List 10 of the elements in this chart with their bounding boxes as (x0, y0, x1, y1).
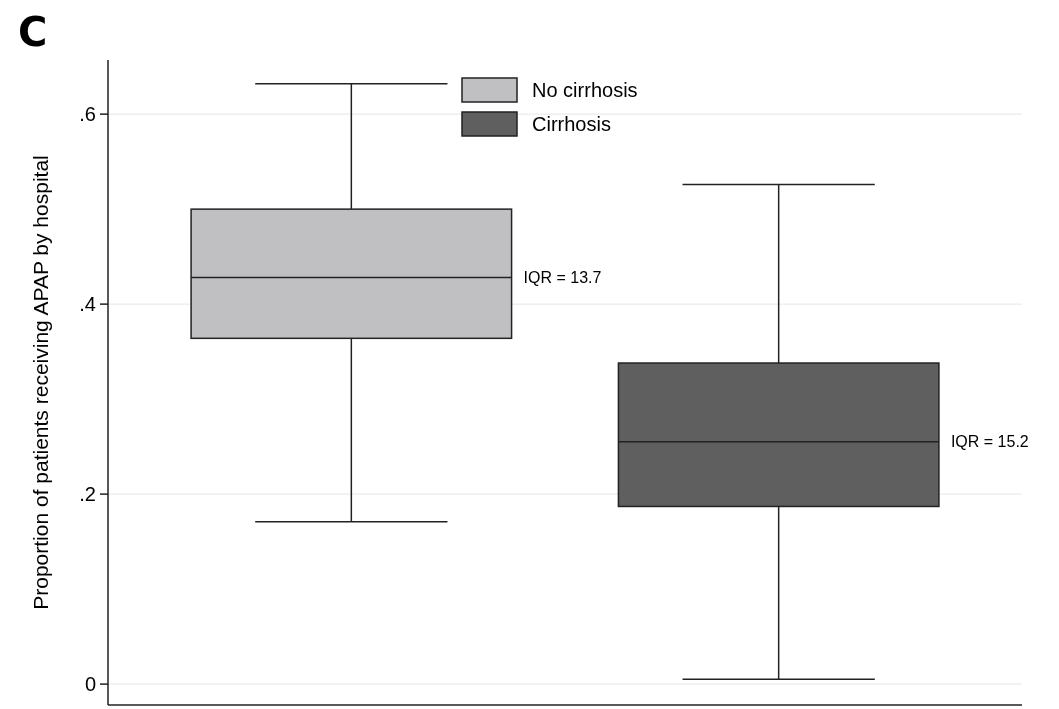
y-tick-label: .4 (79, 293, 96, 316)
legend-label: No cirrhosis (532, 79, 638, 101)
chart-title: C (18, 9, 48, 55)
y-tick-label: 0 (84, 673, 96, 696)
y-axis-title: Proportion of patients receiving APAP by hospital (29, 155, 52, 610)
annotation: IQR = 13.7 (523, 269, 602, 287)
legend-label: Cirrhosis (532, 113, 611, 135)
y-tick-label: .2 (79, 483, 96, 506)
y-tick-label: .6 (79, 103, 96, 126)
annotation: IQR = 15.2 (950, 433, 1029, 451)
